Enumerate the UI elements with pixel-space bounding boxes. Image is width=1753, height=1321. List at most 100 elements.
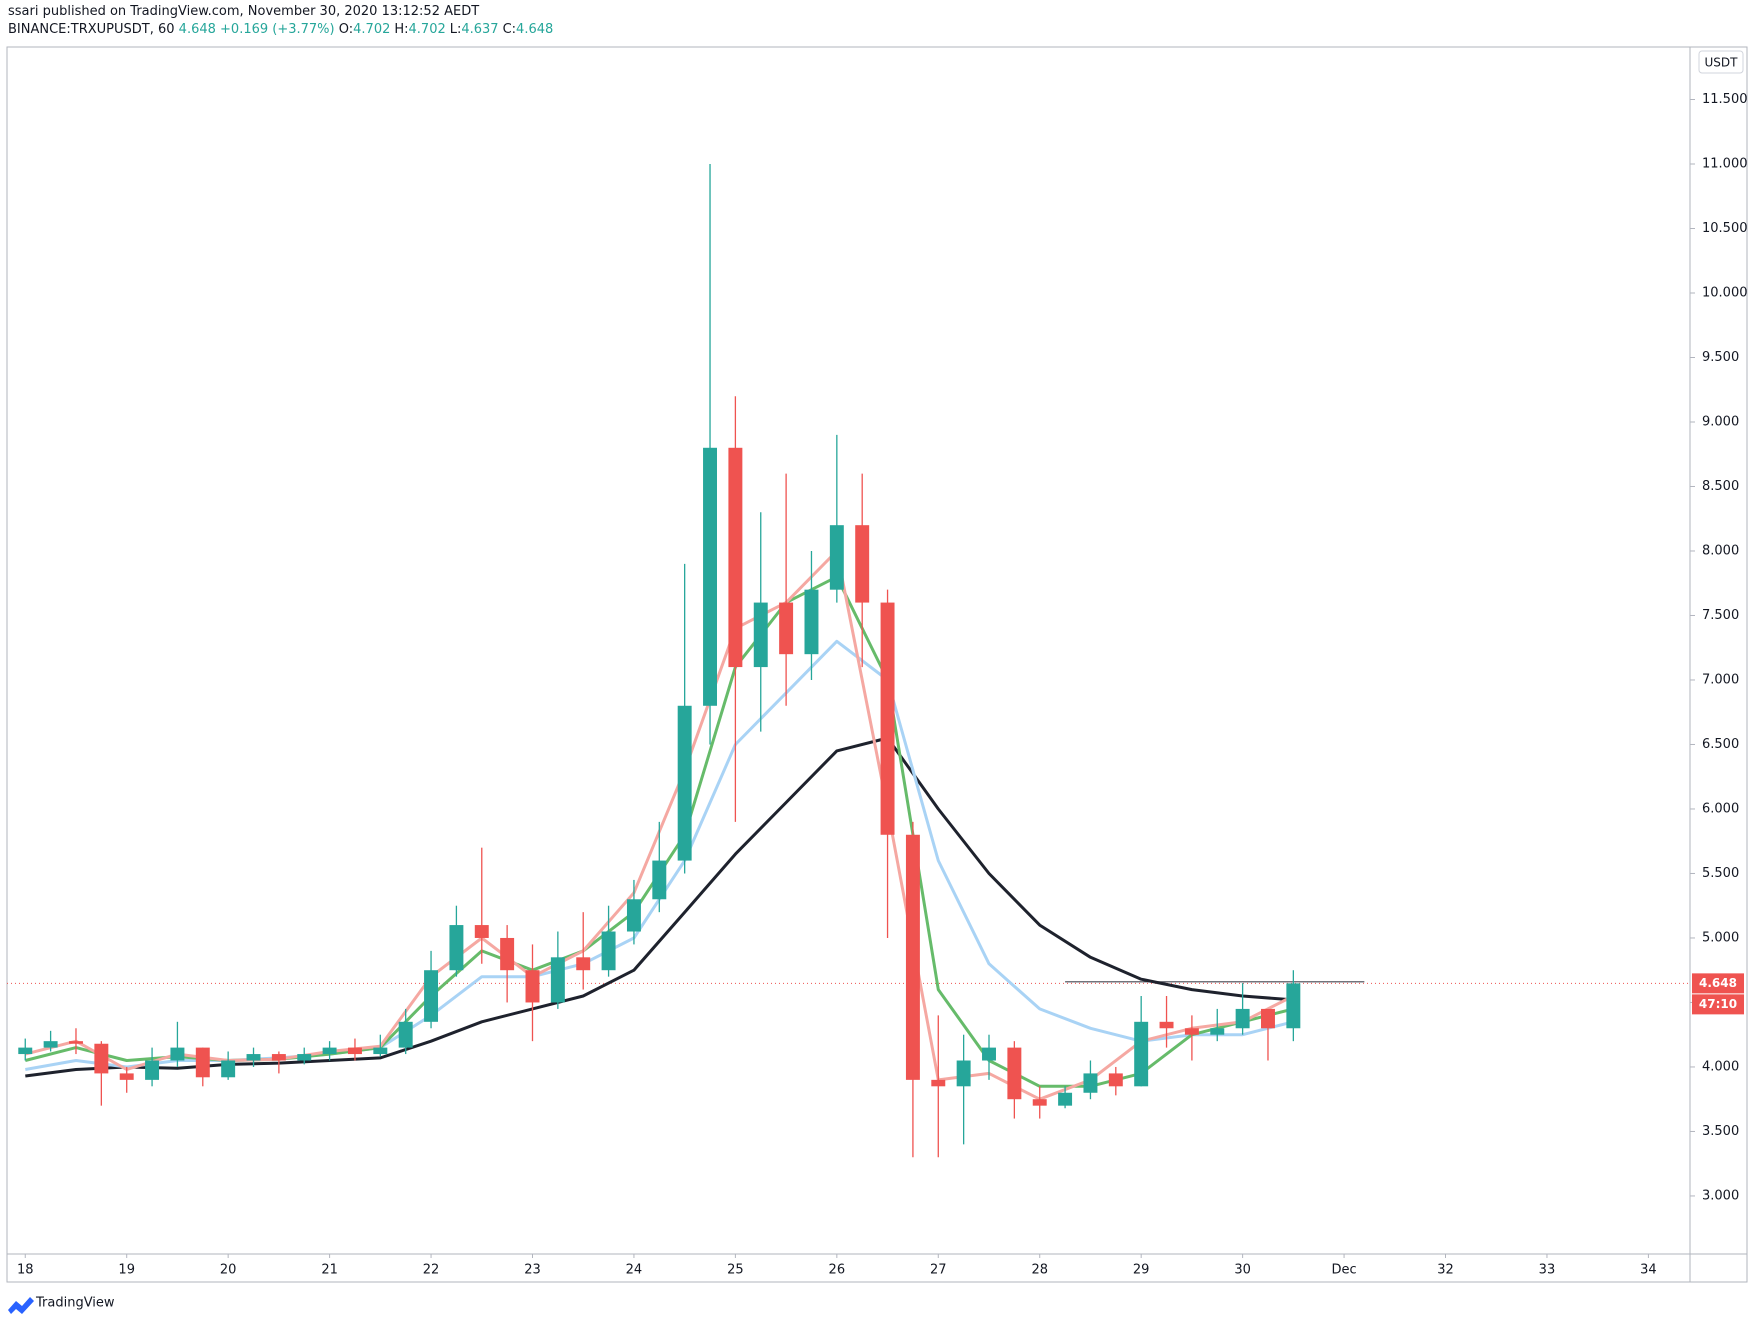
publish-line: ssari published on TradingView.com, Nove… [8, 4, 480, 19]
candle-body [424, 970, 439, 1022]
x-tick-label: 29 [1133, 1263, 1150, 1278]
y-tick-label: 4.000 [1702, 1059, 1739, 1074]
candle-body [1032, 1099, 1047, 1106]
candle-body [1286, 983, 1301, 1029]
change: +0.169 (+3.77%) [220, 22, 335, 37]
candle-body [1235, 1008, 1250, 1029]
candle-body [69, 1041, 83, 1044]
y-tick-label: 3.500 [1702, 1124, 1739, 1139]
candle-body [246, 1054, 261, 1061]
candle-body [779, 602, 794, 655]
candle-body [170, 1047, 185, 1061]
x-tick-label: 22 [423, 1263, 440, 1278]
candle-body [550, 957, 565, 1003]
candle-body [322, 1047, 337, 1055]
x-tick-label: 34 [1640, 1263, 1657, 1278]
plot-frame [6, 46, 1748, 1283]
candle-body [652, 860, 667, 900]
candle-body [271, 1054, 286, 1061]
candle-body [94, 1043, 109, 1074]
y-tick-label: 10.500 [1702, 221, 1748, 236]
brand-logo [8, 1297, 34, 1314]
x-tick-label: 25 [727, 1263, 744, 1278]
candle-body [677, 705, 692, 861]
y-tick-label: 10.000 [1702, 285, 1748, 300]
candle-body [880, 602, 895, 835]
countdown-box [1692, 994, 1744, 1015]
candle-body [347, 1047, 362, 1055]
ohlc: O:4.702 H:4.702 L:4.637 C:4.648 [339, 22, 558, 37]
candle-body [145, 1060, 160, 1080]
x-tick-label: 28 [1031, 1263, 1048, 1278]
ohlc-value: 4.648 [516, 22, 554, 37]
candle-body [753, 602, 768, 668]
y-tick-label: 9.500 [1702, 350, 1739, 365]
candle-body [43, 1041, 58, 1048]
y-tick-label: 8.500 [1702, 479, 1739, 494]
candle-body [373, 1047, 388, 1055]
brand: TradingView [35, 1296, 115, 1311]
y-tick-label: 6.500 [1702, 737, 1739, 752]
candle-body [804, 589, 819, 655]
candle-body [1261, 1008, 1275, 1029]
x-tick-label: 24 [626, 1263, 643, 1278]
x-tick-label: 27 [930, 1263, 947, 1278]
symbol: BINANCE:TRXUPUSDT, 60 [8, 22, 175, 37]
candle-body [982, 1047, 996, 1061]
x-tick-label: 18 [17, 1263, 34, 1278]
ohlc-label: C: [502, 22, 517, 37]
x-tick-label: 23 [524, 1263, 541, 1278]
y-tick-label: 9.000 [1702, 414, 1739, 429]
candle-body [18, 1047, 33, 1055]
y-tick-label: 7.000 [1702, 672, 1739, 687]
y-tick-label: 8.000 [1702, 543, 1739, 558]
candle-body [931, 1079, 946, 1087]
ohlc-label: O: [338, 22, 354, 37]
candle-body [1007, 1047, 1022, 1100]
candle-body [398, 1021, 413, 1048]
currency: USDT [1705, 56, 1739, 70]
candle-body [956, 1060, 971, 1087]
candle-body [1159, 1021, 1174, 1029]
y-tick-label: 7.500 [1702, 608, 1739, 623]
currency-box [1698, 50, 1744, 74]
last-close: 4.648 [178, 22, 216, 37]
y-tick-label: 5.500 [1702, 866, 1739, 881]
y-tick-label: 11.500 [1702, 92, 1748, 107]
candle-body [119, 1073, 134, 1080]
last-price-label: 4.648 [1699, 976, 1737, 990]
y-tick-label: 3.000 [1702, 1188, 1739, 1203]
candle-body [1210, 1028, 1225, 1035]
y-tick-label: 11.000 [1702, 156, 1748, 171]
x-tick-label: 33 [1539, 1263, 1556, 1278]
ohlc-label: H: [394, 22, 409, 37]
candle-body [601, 931, 616, 971]
x-tick-label: 20 [220, 1263, 237, 1278]
candle-body [297, 1054, 312, 1061]
candle-body [221, 1060, 236, 1078]
x-tick-label: Dec [1331, 1263, 1356, 1278]
candle-body [474, 925, 489, 938]
candle-body [525, 970, 540, 1003]
countdown: 47:10 [1699, 997, 1737, 1011]
candle-body [576, 957, 591, 971]
x-tick-label: 19 [118, 1263, 135, 1278]
candle-body [728, 447, 743, 668]
x-tick-label: 30 [1234, 1263, 1251, 1278]
last-price-box [1692, 973, 1744, 994]
candle-body [1134, 1021, 1149, 1087]
candle-body [449, 925, 464, 971]
candle-body [1108, 1073, 1123, 1087]
ohlc-value: 4.637 [461, 22, 499, 37]
ohlc-label: L: [449, 22, 462, 37]
symbol-line: BINANCE:TRXUPUSDT, 60 4.648 +0.169 (+3.7… [8, 22, 557, 37]
candle-body [1058, 1092, 1073, 1106]
candle-body [195, 1047, 210, 1078]
ohlc-value: 4.702 [408, 22, 446, 37]
moving-average [25, 736, 1294, 1078]
candle-body [855, 525, 870, 603]
candle-body [1083, 1073, 1098, 1093]
x-tick-label: 26 [829, 1263, 846, 1278]
